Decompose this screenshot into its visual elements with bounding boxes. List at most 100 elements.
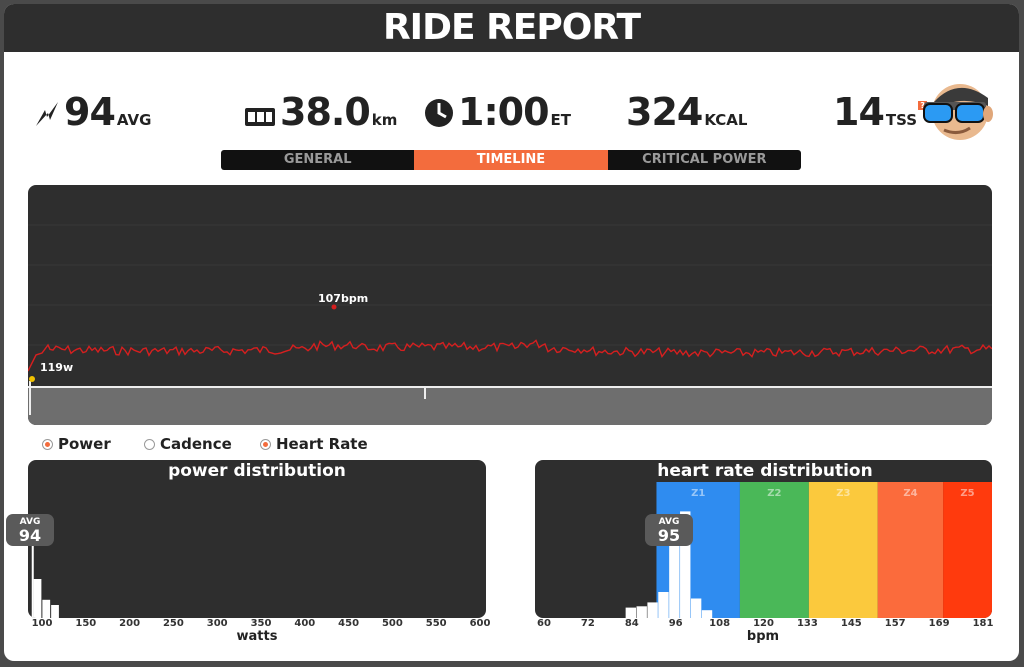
power-distribution-svg (31, 530, 59, 618)
elevation-band (28, 387, 992, 425)
legend-power[interactable]: Power (42, 435, 111, 453)
power-bar (33, 579, 42, 618)
x-tick-label: 200 (119, 618, 141, 629)
x-tick-label: 108 (709, 618, 731, 629)
hr-zone-label: Z1 (691, 488, 705, 499)
hr-avg-value: 95 (657, 526, 681, 545)
x-tick-label: 300 (206, 618, 228, 629)
x-tick-label: 350 (250, 618, 272, 629)
hr-bar (625, 607, 637, 618)
power-unit: AVG (116, 111, 152, 129)
tss-unit: TSS (885, 111, 918, 129)
hr-zone-label: Z2 (767, 488, 781, 499)
hr-zone-band (739, 482, 809, 618)
hr-bar (658, 592, 669, 618)
hr-bar (690, 598, 702, 618)
time-value: 1:00 (458, 90, 550, 134)
power-avg-value: 94 (18, 526, 42, 545)
x-tick-label: 60 (537, 618, 551, 629)
hr-avg-badge: AVG 95 (645, 514, 693, 546)
power-avg-label: AVG (19, 517, 41, 527)
hr-zone-label: Z4 (903, 488, 917, 499)
power-marker-label: 119w (40, 361, 73, 374)
power-distribution-chart: power distribution (28, 460, 486, 618)
x-tick-label: 450 (338, 618, 360, 629)
x-tick-label: 100 (31, 618, 53, 629)
x-tick-label: 133 (796, 618, 818, 629)
stat-tss: 14 TSS ? (833, 90, 928, 134)
legend-heart-rate-label: Heart Rate (276, 435, 368, 453)
x-tick-label: 72 (580, 618, 595, 629)
x-tick-label: 157 (884, 618, 906, 629)
distance-unit: km (371, 111, 398, 129)
hr-bar (669, 516, 680, 618)
power-marker (29, 376, 35, 382)
timeline-chart[interactable]: 107bpm 119w (28, 185, 992, 425)
report-tabs: GENERAL TIMELINE CRITICAL POWER (221, 150, 801, 170)
legend-heart-rate[interactable]: Heart Rate (260, 435, 368, 453)
odometer-icon (245, 108, 275, 126)
power-x-ticks: 100 150 200 250 300 350 400 450 500 550 600 (4, 618, 504, 630)
x-tick-label: 84 (624, 618, 639, 629)
timeline-svg: 107bpm 119w (28, 224, 992, 425)
hr-avg-label: AVG (658, 517, 680, 527)
tab-timeline[interactable]: TIMELINE (414, 150, 608, 170)
x-tick-label: 550 (425, 618, 447, 629)
hr-x-label: bpm (746, 629, 780, 644)
legend-cadence-label: Cadence (160, 435, 232, 453)
power-bar (51, 605, 59, 618)
power-distribution-title: power distribution (168, 461, 346, 481)
distance-value: 38.0 (280, 90, 371, 134)
power-radio[interactable] (42, 438, 53, 450)
heart-rate-radio[interactable] (260, 438, 271, 450)
cadence-radio[interactable] (144, 438, 155, 450)
hr-bar (680, 511, 691, 618)
hr-distribution-svg: Z1 Z2 Z3 Z4 Z5 (625, 482, 992, 618)
hr-zone-label: Z5 (960, 488, 974, 499)
hr-peak-marker (331, 304, 337, 310)
tss-value: 14 (833, 90, 885, 134)
legend-cadence[interactable]: Cadence (144, 435, 232, 453)
stat-power: 94 AVG (34, 92, 151, 132)
tab-general[interactable]: GENERAL (283, 152, 352, 167)
stat-time: 1:00 ET (424, 92, 571, 132)
hr-zone-band (877, 482, 944, 618)
stat-distance: 38.0 km (244, 92, 397, 132)
time-unit: ET (550, 111, 572, 129)
power-bar (42, 599, 51, 618)
calories-value: 324 (626, 90, 703, 134)
heart-rate-line (28, 339, 992, 372)
tab-critical-power[interactable]: CRITICAL POWER (642, 152, 767, 167)
x-tick-label: 120 (753, 618, 774, 629)
hr-bar (636, 606, 647, 618)
hr-distribution-title: heart rate distribution (657, 461, 873, 481)
hr-x-ticks: 60 72 84 96 108 120 133 145 157 169 181 (4, 618, 1019, 630)
hr-zone-band (943, 482, 992, 618)
x-tick-label: 250 (162, 618, 184, 629)
hr-peak-label: 107bpm (318, 292, 368, 305)
hr-distribution-chart: heart rate distribution Z1 Z2 Z3 Z4 Z5 (535, 460, 992, 618)
power-value: 94 (64, 90, 116, 134)
legend-power-label: Power (58, 435, 111, 453)
clock-icon (425, 99, 453, 127)
x-tick-label: 600 (469, 618, 491, 629)
tss-help-icon[interactable]: ? (918, 101, 928, 110)
x-tick-label: 150 (75, 618, 97, 629)
stat-calories: 324 KCAL (626, 92, 747, 132)
page-title: RIDE REPORT (382, 7, 641, 48)
power-x-label: watts (236, 629, 278, 644)
x-tick-label: 400 (294, 618, 316, 629)
power-avg-badge: AVG 94 (6, 514, 54, 546)
hr-bar (701, 610, 713, 618)
hr-zone-band (808, 482, 878, 618)
x-tick-label: 500 (381, 618, 403, 629)
header-bar: RIDE REPORT (4, 4, 1019, 52)
x-tick-label: 169 (928, 618, 950, 629)
x-tick-label: 96 (668, 618, 683, 629)
lightning-icon (36, 102, 58, 126)
ride-report-panel: RIDE REPORT 94 AVG 38.0 km 1:00 ET 324 K… (4, 4, 1019, 661)
rider-avatar (923, 84, 993, 140)
hr-zone-band (656, 482, 740, 618)
x-tick-label: 181 (972, 618, 994, 629)
hr-bar (647, 602, 658, 618)
